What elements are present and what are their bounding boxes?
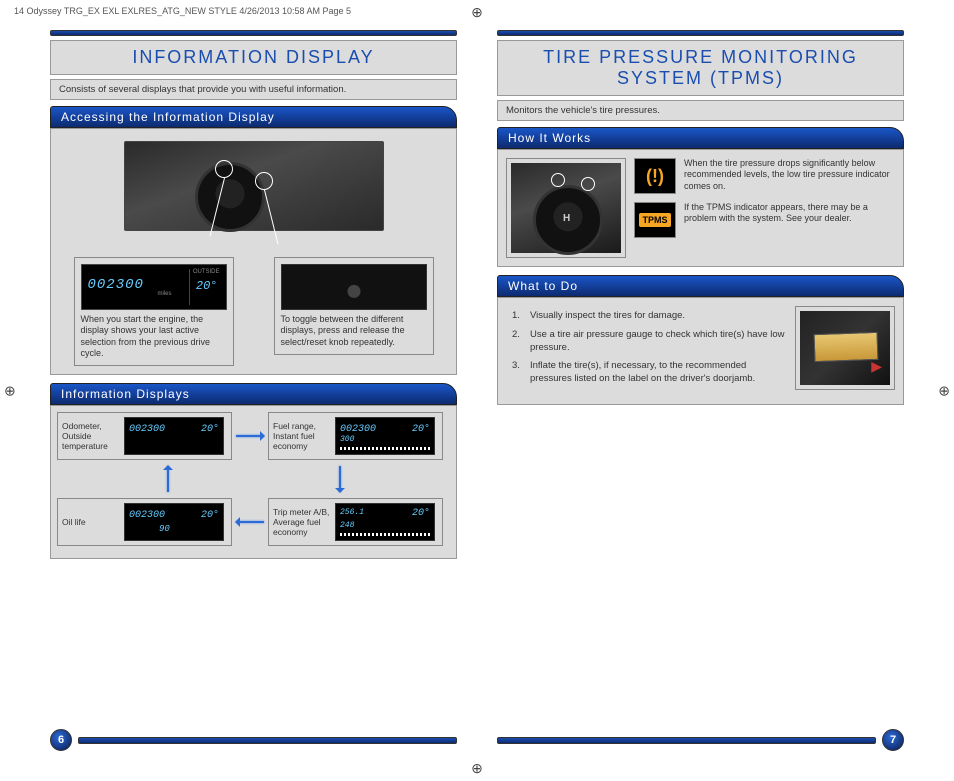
callout-knob: To toggle between the different displays… [274, 257, 434, 355]
todo-num-2: 2. [512, 329, 524, 355]
mini-lcd-trip: 256.1 20° 248 [335, 503, 435, 541]
mini-lcd-temp: 20° [412, 508, 430, 519]
registration-mark-bottom: ⊕ [471, 760, 483, 777]
mini-lcd-value: 002300 [129, 424, 165, 435]
doorjamb-photo: ▶ [795, 306, 895, 390]
section-body-displays: Odometer, Outside temperature 002300 20°… [50, 405, 457, 559]
section-body-accessing: 002300 miles OUTSIDE 20° When you start … [50, 128, 457, 375]
page-title: INFORMATION DISPLAY [132, 47, 374, 67]
page-footer-right: 7 [497, 721, 904, 751]
print-header: 14 Odyssey TRG_EX EXL EXLRES_ATG_NEW STY… [14, 6, 351, 16]
todo-item-3: 3. Inflate the tire(s), if necessary, to… [512, 360, 785, 386]
page-spread: INFORMATION DISPLAY Consists of several … [50, 30, 904, 751]
arrow-right-icon [236, 435, 264, 437]
callout-odometer-caption: When you start the engine, the display s… [81, 314, 227, 359]
todo-list: 1. Visually inspect the tires for damage… [506, 306, 787, 396]
page-footer-left: 6 [50, 721, 457, 751]
registration-mark-top: ⊕ [471, 4, 483, 21]
lcd-temp-value: 20° [196, 279, 218, 293]
mini-lcd-temp: 20° [201, 510, 219, 521]
page-title-box: INFORMATION DISPLAY [50, 40, 457, 75]
display-label-trip: Trip meter A/B, Average fuel economy [273, 507, 331, 538]
mini-lcd-value: 002300 [340, 424, 376, 435]
todo-text-1: Visually inspect the tires for damage. [530, 310, 685, 323]
mini-lcd-temp: 20° [201, 424, 219, 435]
page-number-left: 6 [50, 729, 72, 751]
footer-rule [78, 737, 457, 744]
indicator-caption-tpms: If the TPMS indicator appears, there may… [684, 202, 895, 225]
section-body-how: H (!) When the tire pressure drops signi… [497, 149, 904, 267]
todo-num-1: 1. [512, 310, 524, 323]
callout-odometer: 002300 miles OUTSIDE 20° When you start … [74, 257, 234, 366]
tpms-glyph: (!) [646, 166, 664, 187]
tpms-label-text: TPMS [639, 213, 670, 227]
arrow-up-icon [167, 466, 169, 492]
lcd-odometer-value: 002300 [88, 277, 144, 293]
mini-lcd-oil: 002300 20° 90 [124, 503, 224, 541]
top-rule [497, 30, 904, 36]
todo-text-2: Use a tire air pressure gauge to check w… [530, 329, 785, 355]
registration-mark-left: ⊕ [4, 382, 16, 399]
section-header-displays: Information Displays [50, 383, 457, 405]
todo-item-1: 1. Visually inspect the tires for damage… [512, 310, 785, 323]
mini-lcd-trip-b: 248 [340, 521, 354, 530]
page-title: TIRE PRESSURE MONITORING SYSTEM (TPMS) [543, 47, 858, 88]
mini-lcd-trip-a: 256.1 [340, 508, 364, 517]
doorjamb-arrow-icon: ▶ [871, 358, 882, 375]
todo-item-2: 2. Use a tire air pressure gauge to chec… [512, 329, 785, 355]
mini-lcd-oil-value: 90 [159, 524, 170, 534]
mini-lcd-fuel: 002300 20° 300 [335, 417, 435, 455]
display-cell-fuel: Fuel range, Instant fuel economy 002300 … [268, 412, 443, 460]
section-body-todo: 1. Visually inspect the tires for damage… [497, 297, 904, 405]
indicator-caption-low-pressure: When the tire pressure drops significant… [684, 158, 895, 192]
footer-rule [497, 737, 876, 744]
lcd-unit: miles [158, 291, 172, 297]
cluster-photo: H [506, 158, 626, 258]
page-title-box: TIRE PRESSURE MONITORING SYSTEM (TPMS) [497, 40, 904, 96]
top-rule [50, 30, 457, 36]
display-label-fuel: Fuel range, Instant fuel economy [273, 421, 331, 452]
page-left: INFORMATION DISPLAY Consists of several … [50, 30, 457, 751]
page-number-right: 7 [882, 729, 904, 751]
section-header-accessing: Accessing the Information Display [50, 106, 457, 128]
display-cell-trip: Trip meter A/B, Average fuel economy 256… [268, 498, 443, 546]
mini-lcd-fuel-value: 300 [340, 435, 354, 444]
indicator-row-low-pressure: (!) When the tire pressure drops signifi… [634, 158, 895, 194]
intro-text: Monitors the vehicle's tire pressures. [497, 100, 904, 121]
low-tire-pressure-icon: (!) [634, 158, 676, 194]
lcd-outside-label: OUTSIDE [193, 269, 220, 275]
knob-photo [281, 264, 427, 310]
page-right: TIRE PRESSURE MONITORING SYSTEM (TPMS) M… [497, 30, 904, 751]
tpms-indicator-icon: TPMS [634, 202, 676, 238]
mini-lcd-temp: 20° [412, 424, 430, 435]
mini-lcd-value: 002300 [129, 510, 165, 521]
mini-lcd-odometer: 002300 20° [124, 417, 224, 455]
section-header-todo: What to Do [497, 275, 904, 297]
dashboard-photo [124, 141, 384, 231]
todo-text-3: Inflate the tire(s), if necessary, to th… [530, 360, 785, 386]
display-cell-odometer: Odometer, Outside temperature 002300 20° [57, 412, 232, 460]
arrow-down-icon [339, 466, 341, 492]
display-cell-oil: Oil life 002300 20° 90 [57, 498, 232, 546]
section-header-how: How It Works [497, 127, 904, 149]
lcd-display: 002300 miles OUTSIDE 20° [81, 264, 227, 310]
arrow-left-icon [236, 521, 264, 523]
todo-num-3: 3. [512, 360, 524, 386]
registration-mark-right: ⊕ [938, 382, 950, 399]
intro-text: Consists of several displays that provid… [50, 79, 457, 100]
callout-knob-caption: To toggle between the different displays… [281, 314, 427, 348]
display-label-odometer: Odometer, Outside temperature [62, 421, 120, 452]
indicator-row-tpms: TPMS If the TPMS indicator appears, ther… [634, 202, 895, 238]
display-label-oil: Oil life [62, 517, 120, 527]
